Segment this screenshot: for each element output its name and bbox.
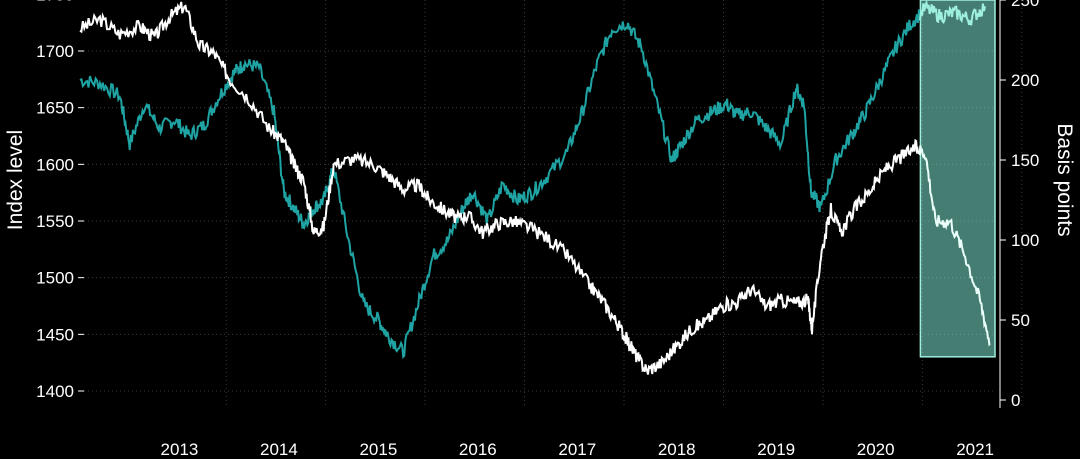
x-tick-label: 2017 [558,440,596,459]
right-tick-label: 150 [1011,151,1039,170]
y-axis-title: Index level [4,130,27,230]
x-tick-label: 2019 [757,440,795,459]
left-tick-label: 1700 [36,42,74,61]
left-tick-label: 1550 [36,212,74,231]
right-tick-label: 50 [1011,311,1030,330]
left-tick-label: 1400 [36,382,74,401]
x-tick-label: 2020 [857,440,895,459]
x-tick-label: 2015 [359,440,397,459]
left-tick-label: 1500 [36,269,74,288]
x-tick-label: 2013 [161,440,199,459]
x-axis-ticks: 2013 2014 2015 2016 2017 2018 2019 2020 2021 [161,440,994,459]
x-tick-label: 2016 [459,440,497,459]
right-tick-label: 0 [1011,391,1020,410]
left-tick-label: 1450 [36,325,74,344]
y2-axis-title: Basis points [1053,123,1076,236]
x-tick-label: 2021 [956,440,994,459]
x-tick-label: 2018 [658,440,696,459]
left-tick-label: 1750 [36,0,74,4]
series-line-spread [79,9,923,360]
series-lines [79,0,991,375]
right-axis-ticks: 0 50 100 150 200 250 [999,0,1039,410]
x-tick-label: 2014 [260,440,298,459]
right-tick-label: 200 [1011,71,1039,90]
series-line-spread-highlight [919,0,987,26]
left-tick-label: 1600 [36,155,74,174]
right-tick-label: 100 [1011,231,1039,250]
series-line-index-highlight [918,145,991,347]
series-line-index [79,1,923,375]
left-axis-ticks: 1400 1450 1500 1550 1600 1650 1700 1750 [36,0,84,401]
highlight-region [919,0,996,358]
left-tick-label: 1650 [36,99,74,118]
right-tick-label: 250 [1011,0,1039,10]
grid-lines [80,0,1023,408]
